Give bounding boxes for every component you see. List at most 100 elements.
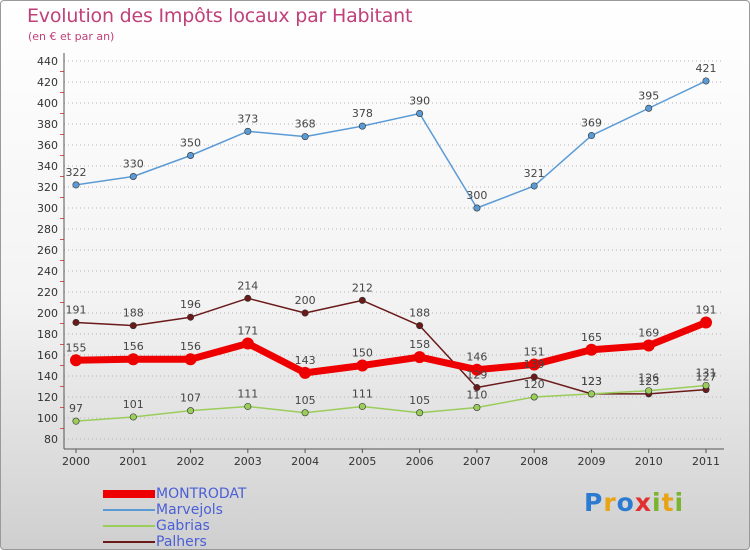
x-tick-label: 2002	[177, 455, 205, 468]
logo-letter: i	[652, 488, 662, 517]
data-point	[184, 353, 197, 366]
data-point	[187, 313, 195, 321]
data-point	[530, 182, 538, 190]
data-label: 395	[638, 89, 659, 102]
data-point	[301, 309, 309, 317]
data-label: 139	[524, 358, 545, 371]
x-tick-label: 2001	[119, 455, 147, 468]
data-point	[244, 127, 252, 135]
series-line-gabrias	[75, 384, 707, 422]
data-point	[358, 296, 366, 304]
data-label: 188	[409, 307, 430, 320]
y-tick-label: 220	[37, 286, 58, 299]
data-point	[645, 104, 653, 112]
data-point	[72, 417, 80, 425]
legend-swatch-gabrias-icon	[103, 525, 155, 527]
data-label: 169	[638, 327, 659, 340]
legend-label: Marvejols	[156, 502, 223, 518]
y-tick-label: 340	[37, 160, 58, 173]
data-point	[700, 316, 712, 329]
series-line-montrodat	[75, 319, 708, 377]
legend-label: Palhers	[156, 534, 207, 550]
data-point	[416, 110, 424, 118]
data-point	[587, 390, 595, 398]
data-point	[530, 393, 538, 401]
data-point	[187, 152, 195, 160]
data-label: 373	[237, 112, 258, 125]
y-tick-label: 300	[37, 202, 58, 215]
data-label: 123	[581, 375, 602, 388]
data-point	[413, 351, 426, 364]
y-tick-label: 120	[37, 391, 58, 404]
data-point	[72, 181, 80, 189]
chart-subtitle: (en € et par an)	[28, 30, 115, 43]
proxiti-logo: Proxiti	[584, 488, 684, 517]
logo-letter: r	[603, 488, 617, 517]
data-point	[645, 387, 653, 395]
x-tick-label: 2006	[406, 455, 434, 468]
y-tick-label: 100	[37, 412, 58, 425]
data-point	[129, 413, 137, 421]
logo-letter: t	[661, 488, 675, 517]
data-point	[530, 373, 538, 381]
data-label: 196	[180, 298, 201, 311]
data-label: 191	[66, 303, 87, 316]
data-point	[187, 407, 195, 415]
x-tick-label: 2004	[291, 455, 319, 468]
data-point	[129, 322, 137, 330]
x-tick-label: 2007	[463, 455, 491, 468]
x-tick-label: 2010	[635, 455, 663, 468]
data-label: 105	[409, 394, 430, 407]
series-layer	[70, 77, 712, 425]
y-tick-label: 360	[37, 139, 58, 152]
data-point	[358, 402, 366, 410]
data-label: 321	[524, 167, 545, 180]
data-label: 200	[295, 294, 316, 307]
data-label: 150	[352, 347, 373, 360]
data-label: 105	[295, 394, 316, 407]
data-point	[301, 133, 309, 141]
x-tick-label: 2003	[234, 455, 262, 468]
y-tick-label: 200	[37, 307, 58, 320]
data-label: 97	[69, 402, 83, 415]
data-label: 378	[352, 107, 373, 120]
y-tick-label: 420	[37, 76, 58, 89]
data-label: 212	[352, 281, 373, 294]
y-tick-label: 180	[37, 328, 58, 341]
data-point	[470, 363, 483, 376]
y-tick-label: 140	[37, 370, 58, 383]
y-tick-label: 380	[37, 118, 58, 131]
data-label: 368	[295, 118, 316, 131]
y-tick-label: 160	[37, 349, 58, 362]
y-tick-label: 280	[37, 223, 58, 236]
legend-swatch-palhers-icon	[103, 541, 155, 543]
data-label: 171	[237, 324, 258, 337]
data-point	[528, 358, 541, 371]
data-point	[473, 384, 481, 392]
data-label: 300	[466, 189, 487, 202]
data-point	[70, 354, 82, 367]
data-label: 111	[352, 387, 373, 400]
data-label: 151	[524, 345, 545, 358]
data-label: 214	[237, 279, 258, 292]
data-label: 120	[524, 378, 545, 391]
data-label: 129	[466, 369, 487, 382]
x-tick-label: 2009	[577, 455, 605, 468]
x-tick-label: 2011	[692, 455, 720, 468]
data-point	[416, 322, 424, 330]
data-label: 369	[581, 117, 602, 130]
y-tick-label: 260	[37, 244, 58, 257]
data-point	[127, 353, 140, 366]
legend-label: Gabrias	[156, 518, 210, 534]
data-label: 350	[180, 137, 201, 150]
data-label: 101	[123, 398, 144, 411]
data-point	[702, 77, 710, 85]
data-label: 126	[638, 372, 659, 385]
logo-letter: i	[674, 488, 685, 517]
data-point	[72, 318, 80, 326]
data-label: 155	[66, 341, 87, 354]
data-label: 322	[66, 166, 87, 179]
data-label: 156	[123, 340, 144, 353]
logo-letter: x	[634, 488, 652, 517]
data-label: 156	[180, 340, 201, 353]
